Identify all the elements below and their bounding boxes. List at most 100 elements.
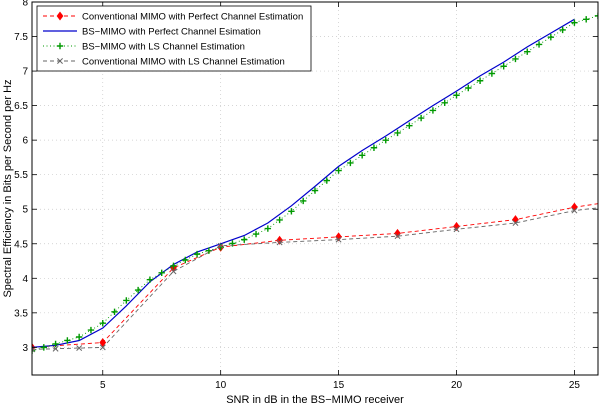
legend: Conventional MIMO with Perfect Channel E… <box>36 5 312 72</box>
data-point-plus <box>347 159 354 167</box>
data-point-x <box>170 268 177 275</box>
data-point-plus <box>382 136 389 144</box>
data-point-plus <box>311 187 319 194</box>
series-layer <box>32 12 598 355</box>
legend-item-4: Conventional MIMO with LS Channel Estima… <box>43 57 285 68</box>
y-tick-label: 5 <box>22 205 28 216</box>
data-point-x <box>276 239 283 246</box>
data-point-plus <box>182 256 189 264</box>
data-point-plus <box>476 77 484 84</box>
data-point-x <box>76 345 83 352</box>
y-tick-label: 7.5 <box>14 32 28 43</box>
y-tick-label: 8 <box>22 0 28 9</box>
data-point-plus <box>524 48 531 55</box>
data-point-plus <box>300 197 307 205</box>
y-tick-label: 6.5 <box>14 101 28 112</box>
data-point-plus <box>64 337 71 344</box>
data-point-x <box>453 226 460 233</box>
data-point-plus <box>323 177 330 184</box>
data-point-plus <box>52 340 59 348</box>
data-point-plus <box>594 12 598 20</box>
x-tick-label: 5 <box>100 380 106 391</box>
legend-item-2: BS−MIMO with Perfect Channel Esimation <box>43 27 261 38</box>
data-point-plus <box>417 114 425 122</box>
data-point-plus <box>441 99 448 107</box>
data-point-plus <box>500 63 507 70</box>
legend-box <box>36 5 312 72</box>
data-point-plus <box>170 262 177 270</box>
data-point-plus <box>87 326 95 334</box>
data-point-x <box>571 207 578 214</box>
data-point-diamond <box>335 232 342 242</box>
data-point-plus <box>40 344 47 351</box>
data-point-plus <box>559 26 566 34</box>
data-point-plus <box>453 92 460 99</box>
data-point-plus <box>99 319 106 327</box>
data-point-x <box>57 58 63 64</box>
data-point-plus <box>547 34 555 41</box>
y-axis-label: Spectral Efficiency in Bits per Second p… <box>2 79 14 297</box>
legend-label: Conventional MIMO with Perfect Channel E… <box>82 12 303 23</box>
data-point-plus <box>193 250 201 258</box>
data-point-x <box>99 344 106 351</box>
data-point-plus <box>535 41 543 48</box>
x-tick-label: 25 <box>569 380 581 391</box>
data-point-x <box>335 236 342 243</box>
series-1 <box>32 202 598 352</box>
y-tick-label: 4.5 <box>14 239 28 250</box>
y-tick-label: 4 <box>22 274 28 285</box>
data-point-diamond <box>99 338 107 348</box>
data-point-plus <box>264 225 272 232</box>
data-point-plus <box>488 70 496 77</box>
series-4 <box>32 207 598 353</box>
data-point-plus <box>429 107 437 114</box>
series-3 <box>32 12 598 355</box>
data-point-plus <box>241 236 248 243</box>
data-point-plus <box>358 152 366 159</box>
series-2 <box>32 18 575 348</box>
x-tick-label: 20 <box>451 380 463 391</box>
y-tick-label: 6 <box>22 136 28 147</box>
data-point-plus <box>75 333 83 341</box>
data-point-x <box>394 233 401 240</box>
data-point-plus <box>406 122 413 129</box>
data-point-plus <box>512 55 519 63</box>
data-point-plus <box>134 286 142 294</box>
x-tick-label: 15 <box>333 380 345 391</box>
data-point-plus <box>146 276 154 283</box>
data-point-plus <box>465 84 472 92</box>
x-tick-label: 10 <box>215 380 227 391</box>
data-point-x <box>512 220 519 226</box>
y-tick-label: 5.5 <box>14 170 28 181</box>
data-point-plus <box>370 144 378 151</box>
legend-label: Conventional MIMO with LS Channel Estima… <box>82 57 285 68</box>
data-point-diamond <box>394 228 401 238</box>
legend-label: BS−MIMO with LS Channel Estimation <box>82 42 245 53</box>
legend-item-3: BS−MIMO with LS Channel Estimation <box>43 42 245 53</box>
data-point-diamond <box>56 11 64 21</box>
data-point-plus <box>394 129 401 137</box>
data-point-plus <box>335 167 342 174</box>
data-point-plus <box>32 347 36 355</box>
data-point-plus <box>158 269 165 276</box>
data-point-plus <box>288 208 295 215</box>
data-point-plus <box>571 19 578 26</box>
data-point-x <box>217 242 224 249</box>
data-point-diamond <box>453 221 460 231</box>
data-point-plus <box>583 16 590 23</box>
series-line <box>32 18 575 348</box>
data-point-plus <box>111 308 118 315</box>
x-axis-label: SNR in dB in the BS−MIMO receiver <box>226 394 404 406</box>
data-point-x <box>52 345 59 352</box>
data-point-plus <box>56 42 64 50</box>
y-tick-label: 7 <box>22 67 28 78</box>
data-point-plus <box>276 216 283 224</box>
y-tick-label: 3 <box>22 343 28 354</box>
plot-frame <box>31 1 599 376</box>
data-point-plus <box>252 230 260 238</box>
legend-label: BS−MIMO with Perfect Channel Esimation <box>82 27 261 38</box>
tick-labels: 5 10 15 20 25 3 3.5 4 4.5 5 5.5 6 6.5 7 7.5 8 <box>14 0 598 391</box>
legend-item-1: Conventional MIMO with Perfect Channel E… <box>43 11 303 23</box>
y-tick-label: 3.5 <box>14 308 28 319</box>
